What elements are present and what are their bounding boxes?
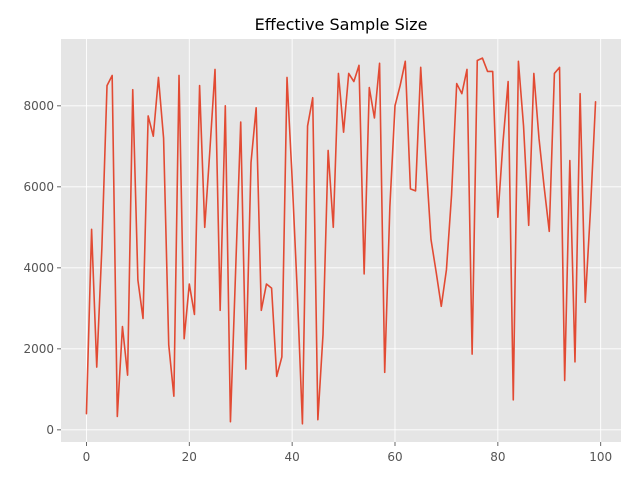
x-tick-label: 0 xyxy=(83,450,91,464)
x-tick-label: 100 xyxy=(589,450,612,464)
axis-ticks: 0 20 40 60 80 100 0 2000 4000 6000 8000 xyxy=(23,99,612,464)
y-tick-label: 2000 xyxy=(23,342,54,356)
chart-title: Effective Sample Size xyxy=(255,15,428,34)
y-tick-label: 6000 xyxy=(23,180,54,194)
x-tick-label: 20 xyxy=(182,450,197,464)
series-line xyxy=(85,57,597,425)
x-tick-label: 60 xyxy=(387,450,402,464)
y-tick-label: 8000 xyxy=(23,99,54,113)
y-tick-label: 4000 xyxy=(23,261,54,275)
data-series xyxy=(85,57,597,425)
x-tick-label: 80 xyxy=(490,450,505,464)
y-tick-label: 0 xyxy=(46,423,54,437)
x-tick-label: 40 xyxy=(285,450,300,464)
